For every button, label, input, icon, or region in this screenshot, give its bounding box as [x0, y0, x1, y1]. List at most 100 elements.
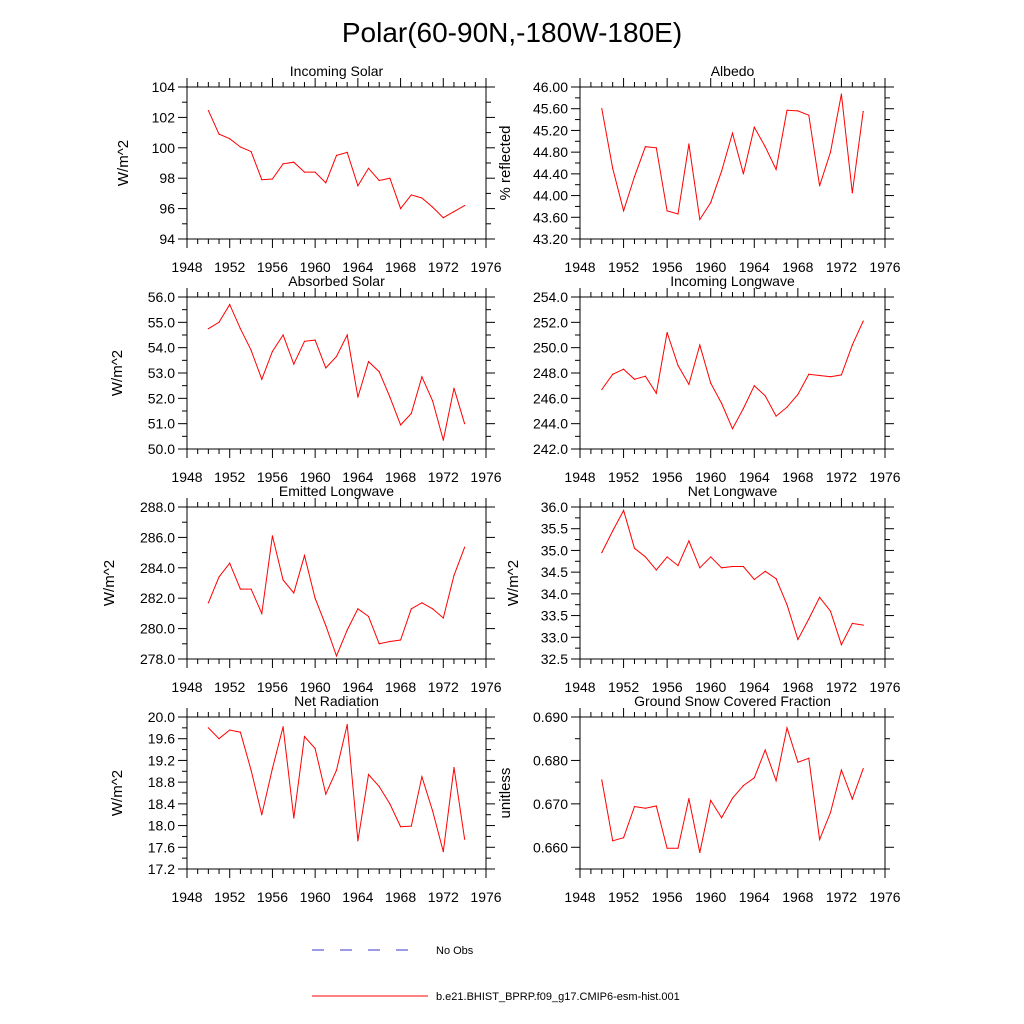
data-point	[633, 547, 636, 549]
x-tick-label: 1960	[695, 679, 726, 695]
x-tick-label: 1976	[470, 469, 501, 485]
x-tick-label: 1968	[782, 259, 813, 275]
data-point	[464, 546, 466, 548]
x-tick-label: 1956	[652, 469, 683, 485]
data-point	[346, 724, 348, 726]
x-tick-label: 1956	[257, 679, 288, 695]
y-tick-label: 254.0	[533, 289, 568, 305]
data-point	[775, 578, 777, 580]
data-point	[261, 179, 263, 181]
data-point	[389, 177, 391, 179]
data-point	[282, 163, 284, 165]
series-line	[601, 725, 864, 853]
data-point	[797, 761, 799, 763]
data-point	[851, 344, 853, 346]
data-point	[399, 208, 402, 210]
data-point	[421, 197, 423, 199]
data-point	[261, 814, 263, 816]
series-line	[207, 535, 466, 658]
data-point	[612, 373, 614, 375]
data-point	[655, 147, 657, 149]
data-point	[710, 202, 712, 204]
data-point	[731, 797, 734, 799]
data-point	[655, 392, 657, 394]
plot-frame	[186, 506, 487, 660]
legend: No Obs b.e21.BHIST_BPRP.f09_g17.CMIP6-es…	[312, 945, 680, 1003]
x-tick-label: 1972	[428, 469, 459, 485]
data-point	[399, 826, 402, 828]
data-point	[410, 825, 412, 827]
series-line	[207, 110, 465, 219]
x-tick-label: 1960	[300, 889, 331, 905]
data-point	[357, 608, 359, 610]
data-point	[829, 376, 832, 378]
data-point	[421, 602, 423, 604]
data-point	[721, 170, 723, 172]
chart-panel-7: Ground Snow Covered Fraction 0.660 0.670 0.…	[497, 693, 901, 905]
data-point	[229, 304, 231, 306]
x-tick-label: 1968	[385, 259, 416, 275]
data-point	[688, 383, 690, 385]
data-point	[378, 179, 380, 182]
data-point	[644, 146, 646, 148]
y-axis-label: unitless	[497, 768, 514, 819]
x-tick-label: 1976	[470, 679, 501, 695]
data-point	[346, 151, 348, 153]
data-point	[367, 167, 370, 169]
data-point	[325, 624, 327, 627]
data-point	[453, 387, 455, 389]
data-point	[218, 576, 220, 578]
data-point	[764, 570, 766, 572]
x-tick-label: 1956	[652, 679, 683, 695]
data-point	[303, 555, 306, 557]
data-point	[655, 569, 657, 571]
data-point	[432, 810, 434, 812]
data-point	[819, 838, 821, 841]
data-point	[432, 400, 434, 402]
data-point	[399, 424, 402, 426]
data-point	[742, 173, 744, 175]
data-point	[808, 618, 810, 620]
y-tick-label: 35.0	[541, 542, 568, 558]
data-point	[840, 93, 843, 95]
x-tick-label: 1956	[257, 469, 288, 485]
legend-series-label: b.e21.BHIST_BPRP.f09_g17.CMIP6-esm-hist.…	[436, 991, 680, 1003]
y-tick-label: 43.20	[533, 231, 568, 247]
y-tick-label: 45.20	[533, 122, 568, 138]
y-tick-label: 18.0	[148, 818, 175, 834]
data-point	[453, 211, 455, 213]
data-point	[612, 167, 614, 170]
data-point	[753, 385, 755, 387]
data-point	[357, 840, 359, 842]
chart-panel-5: Net Longwave 32.5 33.0 33.5 34.0 34.5 35.0 35.5…	[505, 483, 901, 695]
y-tick-label: 34.5	[541, 564, 568, 580]
chart-panel-1: Albedo 43.20 43.60 44.00 44.40 44.80 45.20 45.6…	[497, 63, 901, 275]
data-point	[282, 726, 284, 728]
data-point	[218, 321, 220, 323]
data-point	[677, 565, 679, 567]
x-tick-label: 1972	[826, 679, 857, 695]
panel-title: Incoming Longwave	[670, 273, 795, 289]
x-tick-label: 1964	[342, 259, 373, 275]
y-tick-label: 54.0	[148, 340, 175, 356]
y-tick-label: 104	[152, 79, 176, 95]
y-tick-label: 19.6	[148, 731, 175, 747]
x-tick-label: 1960	[300, 469, 331, 485]
x-tick-label: 1952	[608, 259, 639, 275]
y-tick-label: 282.0	[140, 590, 175, 606]
data-point	[797, 110, 799, 112]
data-point	[271, 350, 274, 353]
x-tick-label: 1976	[869, 259, 900, 275]
data-point	[862, 110, 864, 113]
data-point	[753, 578, 755, 581]
y-tick-label: 46.00	[533, 79, 568, 95]
data-point	[303, 340, 306, 342]
data-point	[464, 204, 466, 207]
y-tick-label: 286.0	[140, 529, 175, 545]
data-point	[346, 334, 348, 336]
data-point	[851, 192, 853, 194]
x-tick-label: 1964	[739, 469, 770, 485]
data-point	[862, 320, 864, 322]
data-point	[389, 396, 391, 398]
data-point	[851, 798, 853, 800]
